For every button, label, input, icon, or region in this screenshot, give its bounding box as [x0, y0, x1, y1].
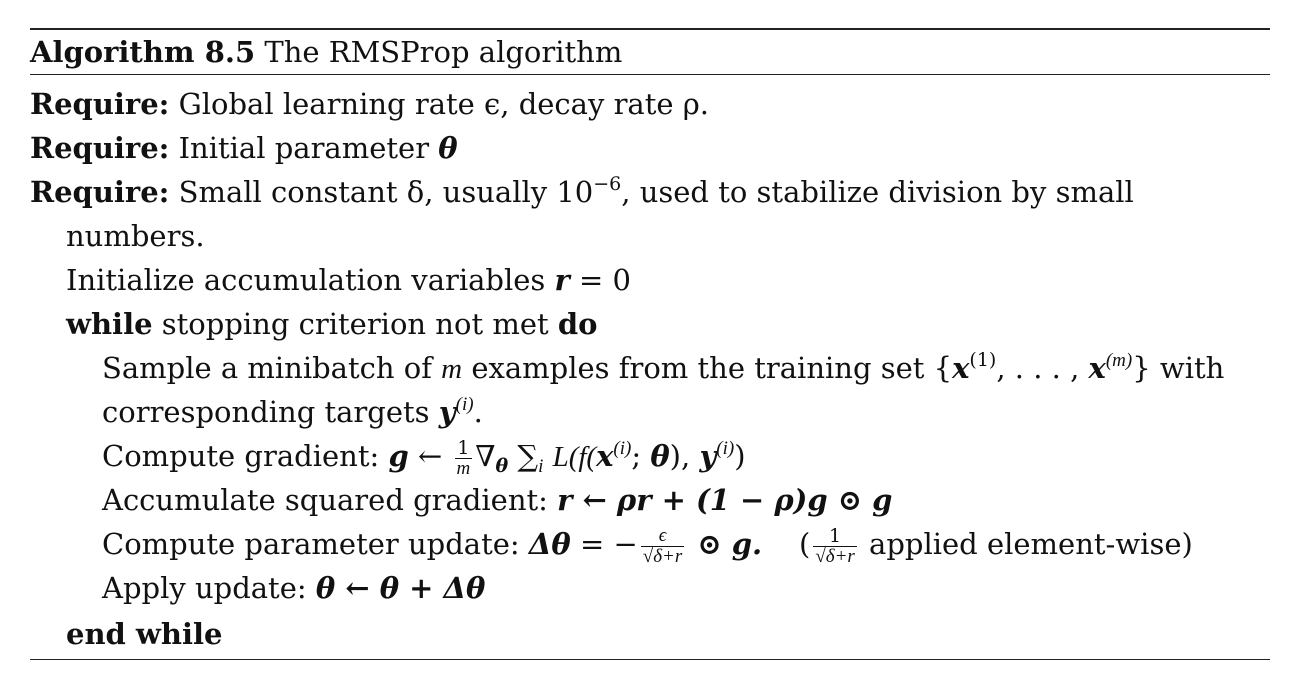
open-paren: (: [799, 527, 811, 561]
while-condition: stopping criterion not met: [161, 307, 549, 341]
update-line: Compute parameter update: Δθ = − ϵ √δ+r ⊙ …: [102, 522, 1193, 567]
frac-num: 1: [813, 526, 857, 547]
frac-den: √δ+r: [642, 545, 683, 567]
bottom-rule: [30, 659, 1270, 660]
accumulate-line: Accumulate squared gradient: r ← ρr + (1…: [102, 478, 892, 522]
y-symbol: y: [438, 395, 456, 429]
ellipsis: , . . . ,: [996, 351, 1089, 385]
require-2-text: Initial parameter: [178, 131, 430, 165]
sample-text-a: Sample a minibatch of: [102, 351, 432, 385]
require-keyword: Require:: [30, 87, 170, 121]
fraction: ϵ √δ+r: [640, 525, 685, 567]
subscript: i: [538, 456, 544, 477]
superscript: (m): [1105, 350, 1133, 371]
superscript: (i): [613, 438, 632, 459]
x-symbol: x: [952, 351, 970, 385]
x-symbol: x: [1088, 351, 1106, 385]
m-symbol: m: [441, 353, 463, 385]
accumulate-math: r ← ρr + (1 − ρ)g ⊙ g: [557, 483, 893, 517]
close-paren: ): [734, 439, 746, 473]
algorithm-title: The RMSProp algorithm: [264, 35, 623, 69]
algorithm-caption: Algorithm 8.5 The RMSProp algorithm: [30, 30, 1270, 74]
while-line: while stopping criterion not met do: [66, 302, 597, 346]
frac-den: m: [456, 457, 471, 479]
accumulate-text: Accumulate squared gradient:: [102, 483, 548, 517]
sample-text-b: examples from the training set {: [471, 351, 953, 385]
comma: ),: [669, 439, 700, 473]
sample-text-c: } with: [1132, 351, 1225, 385]
require-line-3-cont: numbers.: [66, 214, 205, 258]
sum-symbol: ∑: [517, 439, 539, 473]
fraction: 1 √δ+r: [813, 526, 857, 567]
apply-line: Apply update: θ ← θ + Δθ: [102, 566, 485, 610]
superscript: (i): [716, 438, 735, 459]
superscript: (1): [969, 349, 997, 371]
r-symbol: r: [554, 263, 570, 297]
end-while-keyword: end while: [66, 617, 223, 651]
require-line-2: Require: Initial parameter θ: [30, 126, 458, 170]
init-eq: = 0: [569, 263, 631, 297]
frac-num: ϵ: [640, 525, 685, 547]
semicolon: ;: [631, 439, 651, 473]
loss-expr: L(f(: [552, 441, 597, 473]
y-symbol: y: [699, 439, 717, 473]
end-while-line: end while: [66, 612, 222, 656]
sample-line: Sample a minibatch of m examples from th…: [102, 346, 1224, 391]
require-line-1: Require: Global learning rate ϵ, decay r…: [30, 82, 709, 126]
gradient-text: Compute gradient:: [102, 439, 380, 473]
sample-continuation: corresponding targets: [102, 395, 430, 429]
frac-den: √δ+r: [815, 545, 855, 567]
require-3-continuation: numbers.: [66, 219, 205, 253]
while-keyword: while: [66, 307, 153, 341]
g-symbol: g: [388, 439, 409, 473]
require-line-3: Require: Small constant δ, usually 10−6,…: [30, 170, 1134, 214]
require-3-text-a: Small constant δ, usually 10: [178, 175, 594, 209]
apply-text: Apply update:: [102, 571, 307, 605]
theta-symbol: θ: [650, 439, 670, 473]
update-tail: ⊙ g.: [687, 527, 763, 561]
init-line: Initialize accumulation variables r = 0: [66, 258, 631, 302]
update-note: applied element-wise): [859, 527, 1193, 561]
top-rule: [30, 28, 1270, 30]
require-keyword: Require:: [30, 175, 170, 209]
nabla: ∇: [475, 439, 496, 473]
require-3-text-b: , used to stabilize division by small: [621, 175, 1134, 209]
caption-rule: [30, 74, 1270, 75]
algorithm-block: Algorithm 8.5 The RMSProp algorithm: [30, 28, 1270, 75]
update-text: Compute parameter update:: [102, 527, 520, 561]
delta-theta: Δθ: [528, 527, 571, 561]
do-keyword: do: [557, 307, 598, 341]
theta-symbol: θ: [438, 131, 458, 165]
apply-math: θ ← θ + Δθ: [315, 571, 486, 605]
superscript: (i): [455, 394, 474, 415]
require-keyword: Require:: [30, 131, 170, 165]
algorithm-label: Algorithm 8.5: [30, 35, 256, 69]
sample-line-cont: corresponding targets y(i).: [102, 394, 483, 429]
equals-minus: = −: [570, 527, 638, 561]
frac-num: 1: [454, 438, 473, 459]
init-text: Initialize accumulation variables: [66, 263, 546, 297]
subscript: θ: [495, 455, 509, 477]
arrow: ←: [408, 439, 452, 473]
gradient-line: Compute gradient: g ← 1 m ∇θ ∑i L(f(x(i); …: [102, 434, 746, 479]
require-1-text: Global learning rate ϵ, decay rate ρ.: [178, 87, 710, 121]
exponent: −6: [593, 173, 622, 195]
x-symbol: x: [596, 439, 614, 473]
